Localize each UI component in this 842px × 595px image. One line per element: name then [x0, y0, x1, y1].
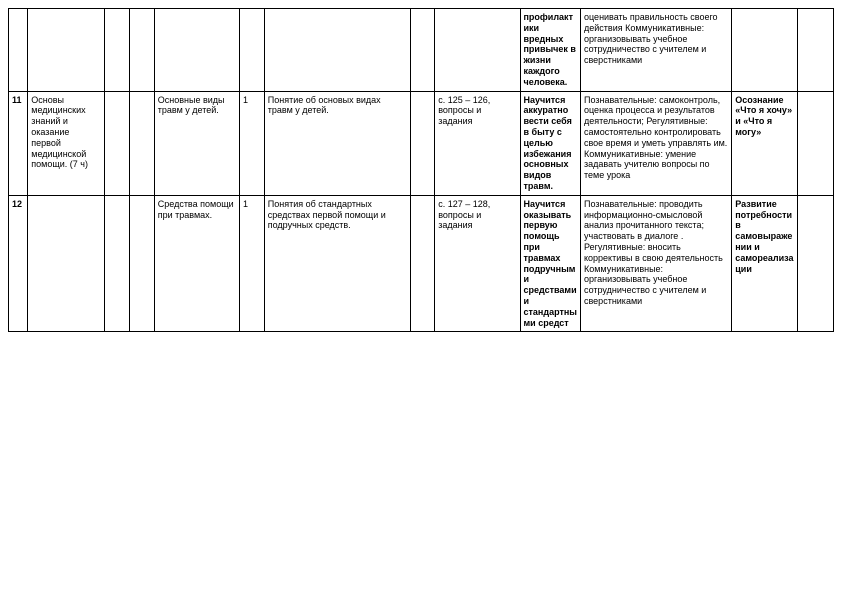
cell-empty: [798, 91, 834, 195]
cell-homework: с. 125 – 126, вопросы и задания: [435, 91, 520, 195]
cell-concept: [264, 9, 410, 92]
cell-empty: [105, 195, 130, 332]
cell-empty: [798, 195, 834, 332]
table-row: 12 Средства помощи при травмах. 1 Поняти…: [9, 195, 834, 332]
cell-empty: [105, 91, 130, 195]
cell-meta: [732, 9, 798, 92]
cell-topic: [154, 9, 239, 92]
cell-empty: [410, 91, 435, 195]
cell-homework: [435, 9, 520, 92]
cell-concept: Понятия об стандартных средствах первой …: [264, 195, 410, 332]
hours-text: 1: [243, 199, 248, 209]
goal-text: профилактики вредных привычек в жизни ка…: [524, 12, 576, 87]
num-text: 11: [12, 95, 22, 105]
goal-text: Научится оказывать первую помощь при тра…: [524, 199, 577, 328]
cell-empty: [130, 91, 155, 195]
homework-text: с. 127 – 128, вопросы и задания: [438, 199, 490, 231]
cell-hours: 1: [240, 91, 265, 195]
cell-hours: [240, 9, 265, 92]
table-row: профилактики вредных привычек в жизни ка…: [9, 9, 834, 92]
curriculum-table: профилактики вредных привычек в жизни ка…: [8, 8, 834, 332]
cell-empty: [798, 9, 834, 92]
cell-empty: [410, 9, 435, 92]
cell-section: Основы медицинских знаний и оказание пер…: [28, 91, 105, 195]
num-text: 12: [12, 199, 22, 209]
table-row: 11 Основы медицинских знаний и оказание …: [9, 91, 834, 195]
cell-empty: [130, 9, 155, 92]
uud-text: Познавательные: самоконтроль, оценка про…: [584, 95, 727, 181]
section-text: Основы медицинских знаний и оказание пер…: [31, 95, 88, 170]
cell-num: 12: [9, 195, 28, 332]
cell-meta: Осознание «Что я хочу» и «Что я могу»: [732, 91, 798, 195]
cell-topic: Средства помощи при травмах.: [154, 195, 239, 332]
cell-goal: Научится оказывать первую помощь при тра…: [520, 195, 581, 332]
cell-topic: Основные виды травм у детей.: [154, 91, 239, 195]
cell-uud: оценивать правильность своего действия К…: [581, 9, 732, 92]
cell-section: [28, 195, 105, 332]
topic-text: Основные виды травм у детей.: [158, 95, 225, 116]
topic-text: Средства помощи при травмах.: [158, 199, 234, 220]
cell-concept: Понятие об основых видах травм у детей.: [264, 91, 410, 195]
cell-goal: Научится аккуратно вести себя в быту с ц…: [520, 91, 581, 195]
meta-text: Развитие потребности в самовыражении и с…: [735, 199, 793, 274]
cell-hours: 1: [240, 195, 265, 332]
cell-goal: профилактики вредных привычек в жизни ка…: [520, 9, 581, 92]
cell-uud: Познавательные: проводить информационно-…: [581, 195, 732, 332]
cell-meta: Развитие потребности в самовыражении и с…: [732, 195, 798, 332]
concept-text: Понятия об стандартных средствах первой …: [268, 199, 386, 231]
cell-empty: [105, 9, 130, 92]
cell-num: [9, 9, 28, 92]
cell-num: 11: [9, 91, 28, 195]
cell-uud: Познавательные: самоконтроль, оценка про…: [581, 91, 732, 195]
cell-empty: [410, 195, 435, 332]
concept-text: Понятие об основых видах травм у детей.: [268, 95, 381, 116]
hours-text: 1: [243, 95, 248, 105]
uud-text: Познавательные: проводить информационно-…: [584, 199, 723, 306]
cell-section: [28, 9, 105, 92]
uud-text: оценивать правильность своего действия К…: [584, 12, 718, 65]
meta-text: Осознание «Что я хочу» и «Что я могу»: [735, 95, 792, 137]
homework-text: с. 125 – 126, вопросы и задания: [438, 95, 490, 127]
goal-text: Научится аккуратно вести себя в быту с ц…: [524, 95, 572, 191]
cell-empty: [130, 195, 155, 332]
cell-homework: с. 127 – 128, вопросы и задания: [435, 195, 520, 332]
